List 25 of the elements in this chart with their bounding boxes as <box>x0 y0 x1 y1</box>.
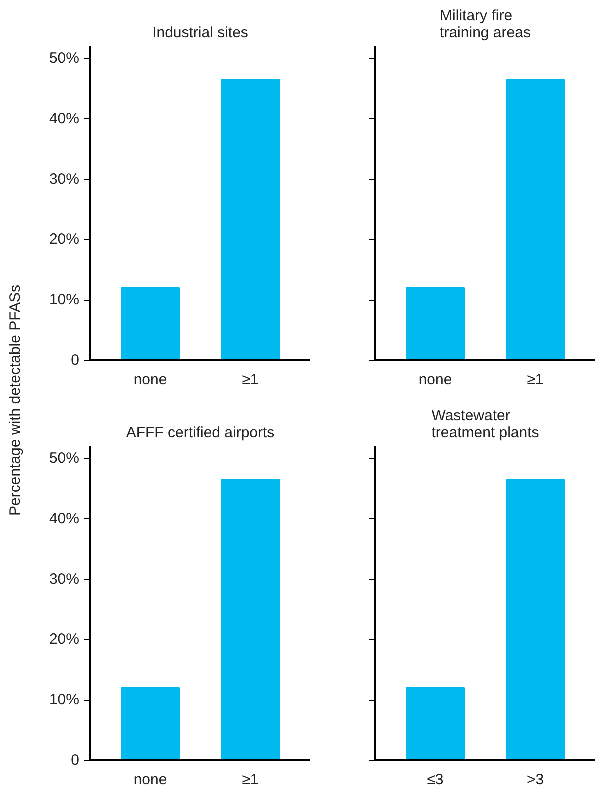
y-tick-label: 40% <box>49 110 80 128</box>
y-tick-label: 10% <box>49 292 80 309</box>
chart-title: Wastewater treatment plants <box>432 408 540 442</box>
x-tick-label: ≥1 <box>242 372 259 388</box>
x-tick-label: ≤3 <box>427 772 444 788</box>
y-axis-title: Percentage with detectable PFASs <box>7 285 24 516</box>
y-tick-label: 40% <box>49 510 80 528</box>
y-tick-label: 30% <box>49 570 80 588</box>
x-tick-label: none <box>418 372 452 388</box>
y-tick-label: 0 <box>71 352 80 369</box>
x-tick-label: ≥1 <box>527 372 544 388</box>
y-tick-label: 50% <box>49 50 80 68</box>
x-tick-label: none <box>134 372 168 388</box>
y-tick-label: 20% <box>49 631 80 648</box>
chart-title: AFFF certified airports <box>126 424 275 442</box>
x-tick-label: ≥1 <box>242 772 259 788</box>
y-tick-label: 10% <box>49 692 80 709</box>
x-tick-label: none <box>134 772 168 788</box>
x-tick-label: >3 <box>526 772 544 788</box>
y-tick-label: 0 <box>71 752 80 769</box>
y-tick-label: 20% <box>49 231 80 248</box>
y-tick-label: 30% <box>49 170 80 188</box>
chart-title: Industrial sites <box>152 24 248 42</box>
chart-title: Military fire training areas <box>440 8 531 42</box>
y-tick-label: 50% <box>49 450 80 468</box>
